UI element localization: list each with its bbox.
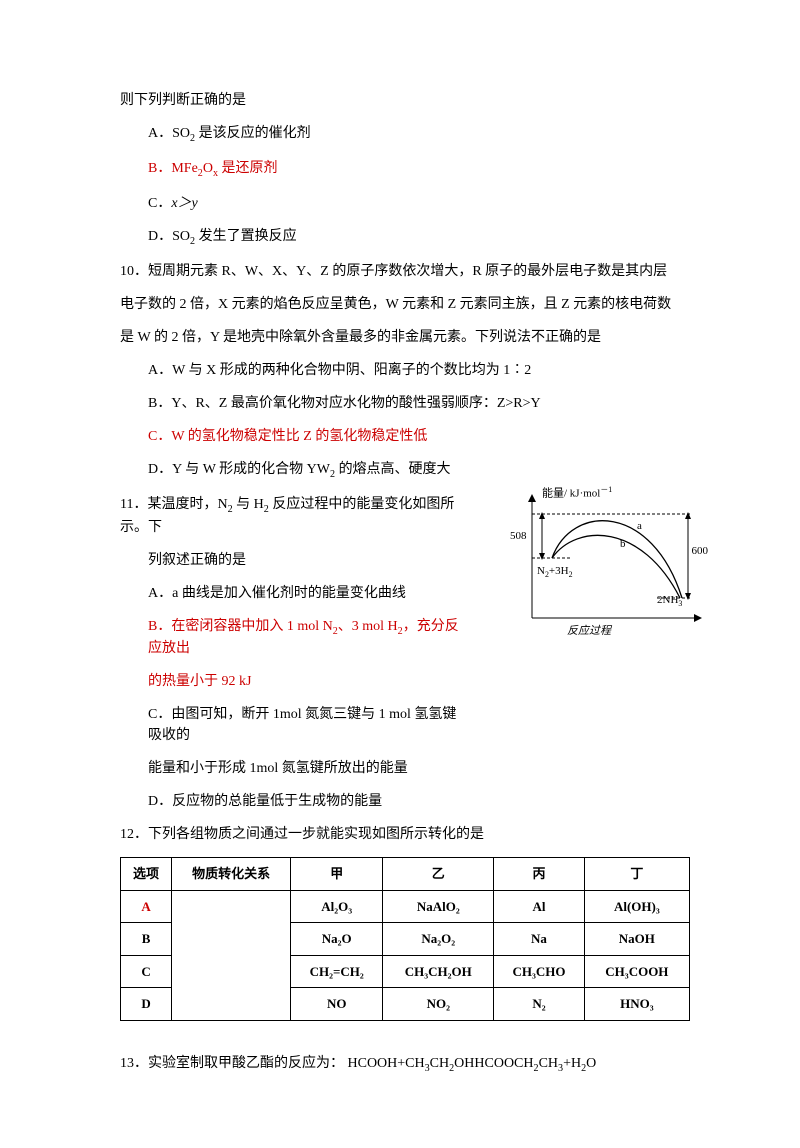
opt-prefix: C． (148, 196, 171, 211)
q11-option-b: B．在密闭容器中加入 1 mol N2、3 mol H2，充分反应放出 (120, 616, 460, 660)
q11-block: 11．某温度时，N2 与 H2 反应过程中的能量变化如图所示。下 列叙述正确的是… (120, 494, 690, 813)
opt-text: x＞y (171, 196, 197, 211)
table-header-row: 选项 物质转化关系 甲 乙 丙 丁 (121, 858, 690, 891)
q-text: 短周期元素 R、W、X、Y、Z 的原子序数依次增大，R 原子的最外层电子数是其内… (148, 264, 667, 279)
energy-diagram: 能量/ kJ·mol－1 508 600 a b N2+3H2 2NH3 反应过… (502, 488, 712, 638)
col-header: 甲 (291, 858, 383, 891)
q9-option-a: A．SO2 是该反应的催化剂 (120, 123, 690, 146)
opt-text: MFe2Ox (171, 161, 218, 176)
opt-text: SO2 (172, 126, 195, 141)
q9-option-b: B．MFe2Ox 是还原剂 (120, 158, 690, 181)
q-text: 实验室制取甲酸乙酯的反应为： HCOOH+CH3CH2OHHCOOCH2CH3+… (148, 1056, 596, 1071)
document-page: 则下列判断正确的是 A．SO2 是该反应的催化剂 B．MFe2Ox 是还原剂 C… (0, 0, 800, 1148)
q10-body: 10．短周期元素 R、W、X、Y、Z 的原子序数依次增大，R 原子的最外层电子数… (120, 261, 690, 348)
col-header: 丁 (584, 858, 689, 891)
q9-option-d: D．SO2 发生了置换反应 (120, 226, 690, 249)
cell: Al (494, 890, 584, 923)
table-row: A Al₂O₃ NaAlO₂ Al Al(OH)₃ (121, 890, 690, 923)
opt-prefix: A． (148, 126, 172, 141)
intro-line: 则下列判断正确的是 (120, 90, 690, 111)
col-header: 物质转化关系 (172, 858, 291, 891)
cell: NO₂ (383, 988, 494, 1021)
cell-relation (172, 890, 291, 1020)
opt-prefix: B． (148, 161, 171, 176)
q-text: 是 W 的 2 倍，Y 是地壳中除氧外含量最多的非金属元素。下列说法不正确的是 (120, 327, 690, 348)
cell: CH₃CHO (494, 955, 584, 988)
opt-text: 是该反应的催化剂 (195, 126, 311, 141)
cell: Na₂O₂ (383, 923, 494, 956)
cell-label: D (121, 988, 172, 1021)
chart-y-label: 能量/ kJ·mol－1 (542, 484, 612, 502)
q-num: 12． (120, 827, 148, 842)
q11-option-b-line2: 的热量小于 92 kJ (120, 671, 460, 692)
chart-product-label: 2NH3 (657, 592, 682, 610)
q10-option-d: D．Y 与 W 形成的化合物 YW2 的熔点高、硬度大 (120, 459, 690, 482)
opt-prefix: D． (148, 229, 172, 244)
chart-right-value: 600 (692, 543, 709, 560)
q11-option-d: D．反应物的总能量低于生成物的能量 (120, 791, 460, 812)
cell: Na (494, 923, 584, 956)
q9-option-c: C．x＞y (120, 193, 690, 214)
cell: Na₂O (291, 923, 383, 956)
cell: CH₃COOH (584, 955, 689, 988)
q-text: 下列各组物质之间通过一步就能实现如图所示转化的是 (148, 827, 484, 842)
chart-curve-b-label: b (620, 536, 626, 553)
q11-head2: 列叙述正确的是 (120, 550, 460, 571)
cell: NaOH (584, 923, 689, 956)
q-num: 10． (120, 264, 148, 279)
q13-line: 13．实验室制取甲酸乙酯的反应为： HCOOH+CH3CH2OHHCOOCH2C… (120, 1053, 690, 1076)
q11-option-a: A．a 曲线是加入催化剂时的能量变化曲线 (120, 583, 460, 604)
cell: N₂ (494, 988, 584, 1021)
cell: CH₂=CH₂ (291, 955, 383, 988)
cell-label: A (121, 890, 172, 923)
cell: NO (291, 988, 383, 1021)
col-header: 选项 (121, 858, 172, 891)
q-text: 电子数的 2 倍，X 元素的焰色反应呈黄色，W 元素和 Z 元素同主族，且 Z … (120, 294, 690, 315)
cell: HNO₃ (584, 988, 689, 1021)
q11-option-c: C．由图可知，断开 1mol 氮氮三键与 1 mol 氢氢键吸收的 (120, 704, 460, 746)
col-header: 乙 (383, 858, 494, 891)
q-num: 13． (120, 1056, 148, 1071)
q11-option-c-line2: 能量和小于形成 1mol 氮氢键所放出的能量 (120, 758, 460, 779)
opt-text: SO2 (172, 229, 195, 244)
cell: Al(OH)₃ (584, 890, 689, 923)
col-header: 丙 (494, 858, 584, 891)
q10-option-a: A．W 与 X 形成的两种化合物中阴、阳离子的个数比均为 1∶2 (120, 360, 690, 381)
q12-head: 12．下列各组物质之间通过一步就能实现如图所示转化的是 (120, 824, 690, 845)
chart-left-value: 508 (510, 528, 527, 545)
q11-head: 11．某温度时，N2 与 H2 反应过程中的能量变化如图所示。下 (120, 494, 460, 538)
chart-curve-a-label: a (637, 518, 642, 535)
cell: CH₃CH₂OH (383, 955, 494, 988)
q10-option-c: C．W 的氢化物稳定性比 Z 的氢化物稳定性低 (120, 426, 690, 447)
q-num: 11． (120, 497, 147, 512)
cell: Al₂O₃ (291, 890, 383, 923)
cell-label: B (121, 923, 172, 956)
chart-reactant-label: N2+3H2 (537, 563, 573, 581)
opt-text: 发生了置换反应 (195, 229, 297, 244)
q12-table: 选项 物质转化关系 甲 乙 丙 丁 A Al₂O₃ NaAlO₂ Al Al(O… (120, 857, 690, 1021)
cell-label: C (121, 955, 172, 988)
cell: NaAlO₂ (383, 890, 494, 923)
q10-option-b: B．Y、R、Z 最高价氧化物对应水化物的酸性强弱顺序：Z>R>Y (120, 393, 690, 414)
opt-text: 是还原剂 (218, 161, 278, 176)
chart-x-caption: 反应过程 (567, 623, 611, 640)
